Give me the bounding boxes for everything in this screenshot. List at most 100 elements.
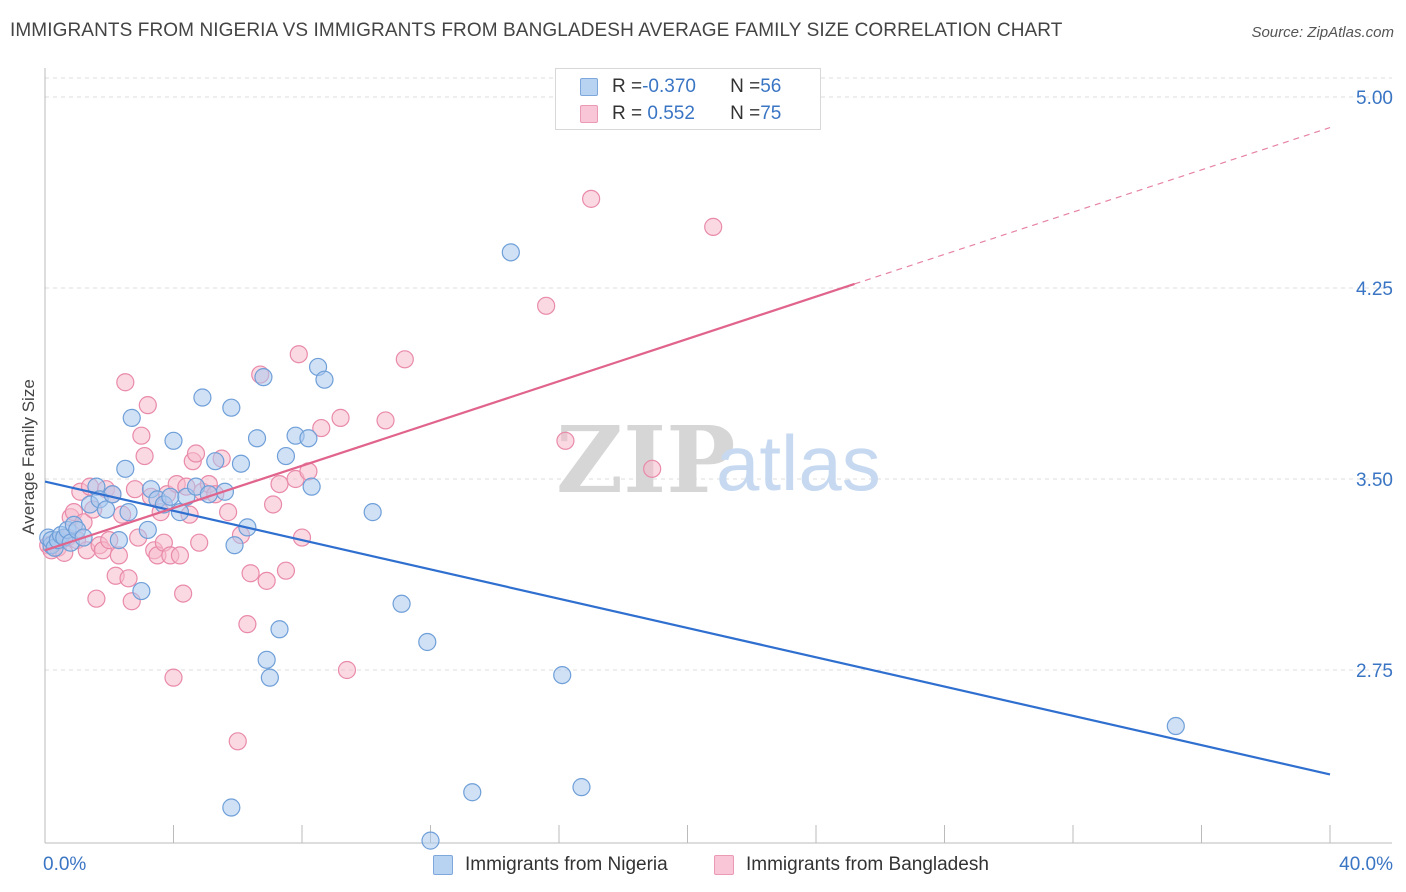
legend-r-label: R = (612, 103, 643, 124)
bangladesh-point (190, 533, 209, 552)
bangladesh-point (87, 589, 106, 608)
bangladesh-point (186, 444, 206, 463)
bangladesh-point (109, 546, 128, 565)
nigeria-point (119, 503, 138, 522)
nigeria-point (138, 520, 157, 540)
trend-lines (44, 126, 1331, 776)
nigeria-point (103, 485, 122, 504)
nigeria-point (270, 620, 289, 639)
nigeria-point (363, 503, 382, 522)
nigeria-point (161, 487, 180, 506)
bangladesh-point (135, 446, 154, 466)
bangladesh-point (395, 350, 414, 369)
bangladesh-point (312, 418, 331, 438)
y-tick-label: 5.00 (1356, 88, 1393, 109)
legend-n-value-bangladesh: 75 (760, 103, 782, 124)
bangladesh-point (337, 660, 357, 680)
bottom-legend-swatch-bangladesh (714, 855, 734, 875)
legend-row-nigeria: R = -0.370 N = 56 (580, 73, 781, 101)
bangladesh-point (241, 564, 260, 583)
nigeria-point (96, 500, 116, 519)
legend-n-value-nigeria: 56 (760, 76, 782, 97)
bangladesh-point (643, 459, 662, 478)
series-nigeria-points (39, 243, 1185, 850)
x-tick-label: 0.0% (43, 854, 86, 875)
nigeria-point (225, 536, 244, 555)
nigeria-point (501, 243, 520, 262)
bangladesh-point (331, 408, 350, 427)
nigeria-point (247, 429, 267, 448)
legend-n-label: N = (730, 76, 761, 97)
nigeria-point (553, 665, 572, 685)
source-credit: Source: ZipAtlas.com (1251, 24, 1394, 41)
nigeria-point (257, 650, 276, 669)
nigeria-point (260, 668, 279, 687)
y-axis-label: Average Family Size (19, 379, 38, 535)
legend-r-value-nigeria: -0.370 (642, 76, 696, 97)
bangladesh-point (537, 296, 556, 315)
chart-title: IMMIGRANTS FROM NIGERIA VS IMMIGRANTS FR… (10, 20, 1063, 41)
nigeria-point (418, 632, 437, 652)
bangladesh-point (292, 528, 312, 547)
nigeria-point (463, 783, 482, 802)
nigeria-point (302, 477, 321, 496)
bottom-legend-swatch-nigeria (433, 855, 453, 875)
nigeria-point (116, 459, 135, 478)
watermark-atlas: atlas (716, 419, 881, 507)
legend: R = -0.370 N = 56 R = 0.552 N = 75 (555, 68, 821, 130)
nigeria-point (132, 581, 151, 601)
bottom-legend-nigeria: Immigrants from Nigeria (433, 851, 668, 879)
bangladesh-point (270, 474, 289, 494)
y-tick-label: 3.50 (1356, 470, 1393, 491)
bottom-legend-label-bangladesh: Immigrants from Bangladesh (746, 854, 989, 875)
legend-swatch-nigeria (580, 78, 598, 96)
nigeria-point (315, 370, 334, 389)
nigeria-point (276, 446, 296, 466)
nigeria-point (572, 778, 591, 797)
x-tick-label: 40.0% (1339, 854, 1393, 875)
legend-r-label: R = (612, 76, 643, 97)
y-tick-labels: 2.75 3.50 4.25 5.00 (1356, 88, 1393, 682)
nigeria-point (421, 831, 440, 850)
bangladesh-point (138, 396, 157, 415)
legend-n-label: N = (730, 103, 761, 124)
bangladesh-trend-extension (854, 126, 1331, 285)
nigeria-point (206, 452, 225, 471)
nigeria-point (109, 531, 128, 550)
y-tick-label: 2.75 (1356, 661, 1393, 682)
bangladesh-point (164, 668, 183, 687)
bottom-legend-label-nigeria: Immigrants from Nigeria (465, 854, 668, 875)
nigeria-point (254, 368, 273, 387)
bangladesh-trend-line (44, 282, 855, 552)
bangladesh-point (582, 189, 601, 208)
nigeria-point (231, 454, 251, 473)
watermark-zip: ZIP (556, 406, 735, 514)
nigeria-point (122, 408, 141, 427)
bangladesh-point (257, 571, 276, 590)
bangladesh-point (289, 345, 308, 364)
watermark: ZIP atlas (556, 406, 881, 514)
bangladesh-point (263, 495, 283, 514)
nigeria-point (222, 798, 241, 817)
bangladesh-point (228, 732, 247, 751)
nigeria-point (299, 429, 318, 448)
x-tick-labels: 0.0% 40.0% (43, 854, 1393, 875)
bangladesh-point (276, 561, 296, 580)
bangladesh-point (376, 411, 395, 430)
y-tick-label: 4.25 (1356, 279, 1393, 300)
bangladesh-point (119, 569, 138, 588)
bangladesh-point (238, 615, 257, 634)
nigeria-point (164, 431, 183, 450)
bangladesh-point (704, 217, 723, 236)
legend-row-bangladesh: R = 0.552 N = 75 (580, 100, 781, 128)
nigeria-point (222, 398, 241, 417)
bangladesh-point (170, 546, 190, 565)
legend-swatch-bangladesh (580, 105, 598, 123)
nigeria-trend-line (44, 480, 1331, 776)
nigeria-point (392, 594, 411, 613)
bangladesh-point (125, 480, 145, 499)
bangladesh-point (174, 584, 193, 603)
bangladesh-point (556, 431, 575, 450)
bangladesh-point (116, 373, 135, 392)
